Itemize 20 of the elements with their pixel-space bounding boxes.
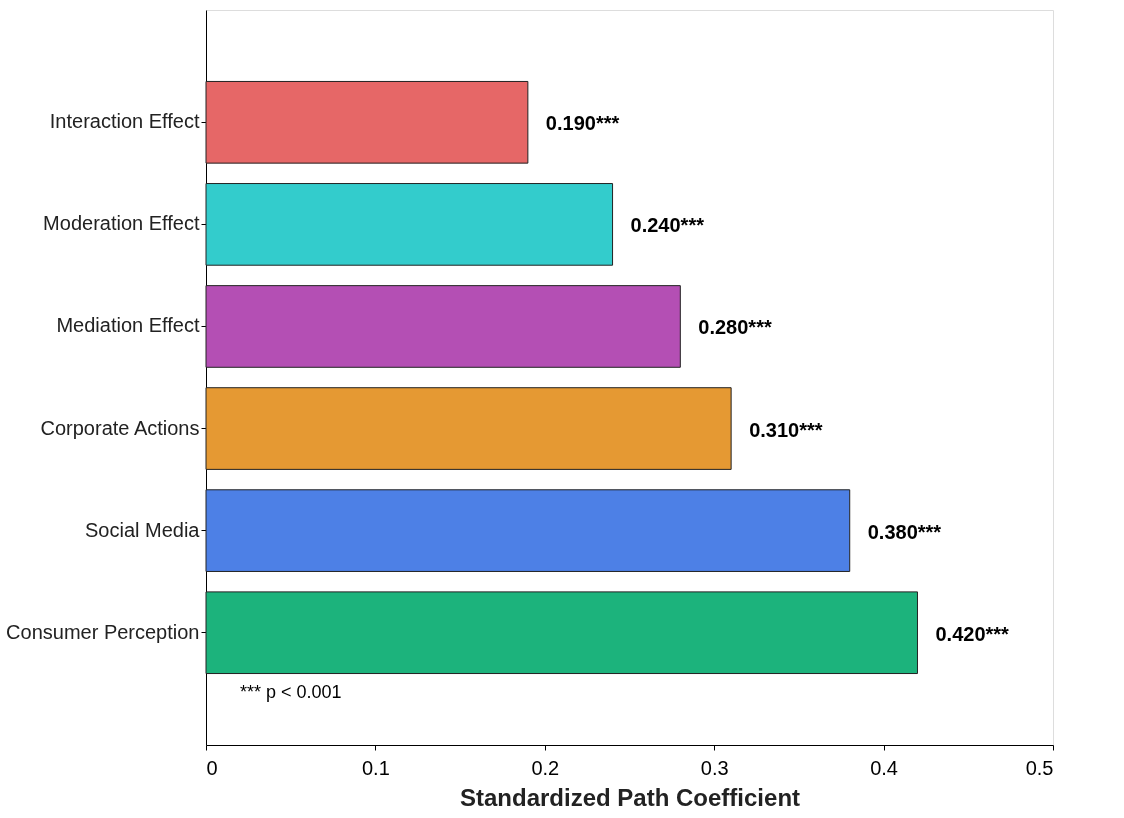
x-tick-label: 0.3 — [700, 756, 729, 779]
data-label: 0.310*** — [749, 418, 823, 441]
annotation: *** p < 0.001 — [240, 682, 342, 702]
y-tick-label: Social Media — [84, 518, 201, 541]
data-label: 0.190*** — [545, 112, 620, 135]
y-tick-label: Moderation Effect — [43, 212, 200, 235]
y-tick-label: Corporate Actions — [40, 416, 200, 439]
x-tick-label: 0.2 — [531, 756, 560, 779]
y-tick-label: Consumer Perception — [6, 620, 200, 643]
x-tick-label: 0.5 — [1025, 756, 1054, 779]
x-axis-title: Standardized Path Coefficient — [459, 783, 801, 811]
data-label: 0.240*** — [630, 214, 705, 237]
y-tick-label: Mediation Effect — [56, 314, 200, 337]
x-tick-label: 0 — [206, 756, 218, 779]
data-label: 0.420*** — [935, 622, 1010, 645]
x-tick-label: 0.4 — [870, 756, 899, 779]
y-tick-label: Interaction Effect — [49, 110, 200, 133]
data-label: 0.380*** — [867, 520, 942, 543]
data-label: 0.280*** — [698, 316, 772, 339]
x-tick-label: 0.1 — [361, 756, 390, 779]
